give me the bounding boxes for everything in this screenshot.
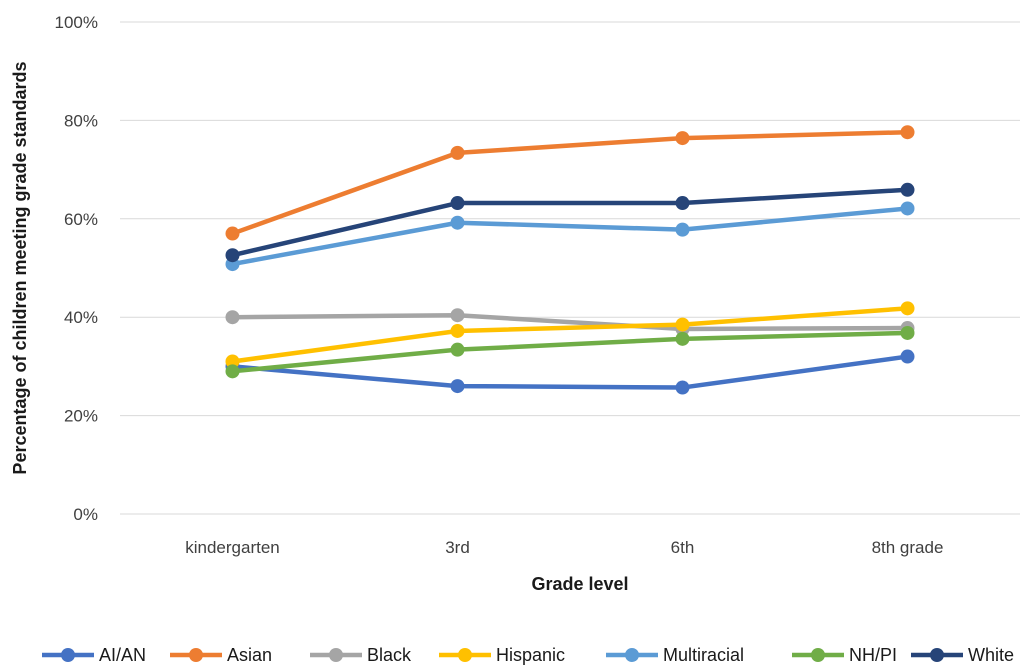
legend-label: Multiracial [663,645,744,665]
series-black [225,308,915,337]
series-line [230,330,910,374]
data-point [900,182,915,197]
legend-item: Hispanic [439,645,565,665]
data-point [900,125,915,140]
legend-swatch-marker [458,648,472,662]
x-tick-label: 6th [671,538,695,557]
legend-item: Multiracial [606,645,744,665]
legend-item: NH/PI [792,645,897,665]
legend-label: NH/PI [849,645,897,665]
legend-swatch-marker [61,648,75,662]
series-white [225,182,915,263]
data-point [675,131,690,146]
y-axis-ticks: 0% 20% 40% 60% 80% 100% [55,13,98,524]
x-tick-label: 3rd [445,538,470,557]
data-point [450,308,465,323]
gridlines [120,21,1020,515]
y-tick-label: 0% [73,505,98,524]
data-point [900,349,915,364]
x-axis-title: Grade level [531,574,628,594]
data-point [450,215,465,230]
data-point [675,331,690,346]
legend-swatch-marker [625,648,639,662]
data-point [900,201,915,216]
series-hispanic [225,301,915,369]
data-point [225,226,240,241]
series-line [230,306,910,364]
data-point [450,145,465,160]
legend-swatch-marker [930,648,944,662]
legend-label: Hispanic [496,645,565,665]
data-point [225,248,240,263]
legend-swatch-marker [811,648,825,662]
data-point [450,342,465,357]
x-axis-ticks: kindergarten 3rd 6th 8th grade [185,538,943,557]
data-point [450,323,465,338]
legend-item: AI/AN [42,645,146,665]
data-point [225,310,240,325]
legend-label: Asian [227,645,272,665]
series-nh-pi [225,325,915,379]
series-line [230,129,910,236]
series-line [230,206,910,267]
legend: AI/AN Asian Black Hispanic Multiracial NH/PI W… [42,645,1014,665]
data-point [225,354,240,369]
y-tick-label: 100% [55,13,98,32]
data-point [675,317,690,332]
legend-swatch-marker [329,648,343,662]
series-group [225,125,915,395]
series-line [230,354,910,390]
legend-item: Black [310,645,412,665]
y-tick-label: 40% [64,308,98,327]
data-point [675,196,690,211]
y-tick-label: 60% [64,210,98,229]
series-multiracial [225,201,915,272]
series-ai-an [225,349,915,395]
data-point [450,379,465,394]
legend-swatch-marker [189,648,203,662]
x-tick-label: kindergarten [185,538,280,557]
series-line [230,187,910,258]
legend-label: Black [367,645,412,665]
y-axis-title: Percentage of children meeting grade sta… [10,61,30,474]
data-point [900,325,915,340]
y-tick-label: 80% [64,111,98,130]
data-point [225,364,240,379]
y-tick-label: 20% [64,407,98,426]
series-line [230,312,910,332]
data-point [900,301,915,316]
legend-item: Asian [170,645,272,665]
series-asian [225,125,915,241]
data-point [450,196,465,211]
legend-label: AI/AN [99,645,146,665]
legend-item: White [911,645,1014,665]
legend-label: White [968,645,1014,665]
data-point [675,380,690,395]
x-tick-label: 8th grade [872,538,944,557]
data-point [675,222,690,237]
